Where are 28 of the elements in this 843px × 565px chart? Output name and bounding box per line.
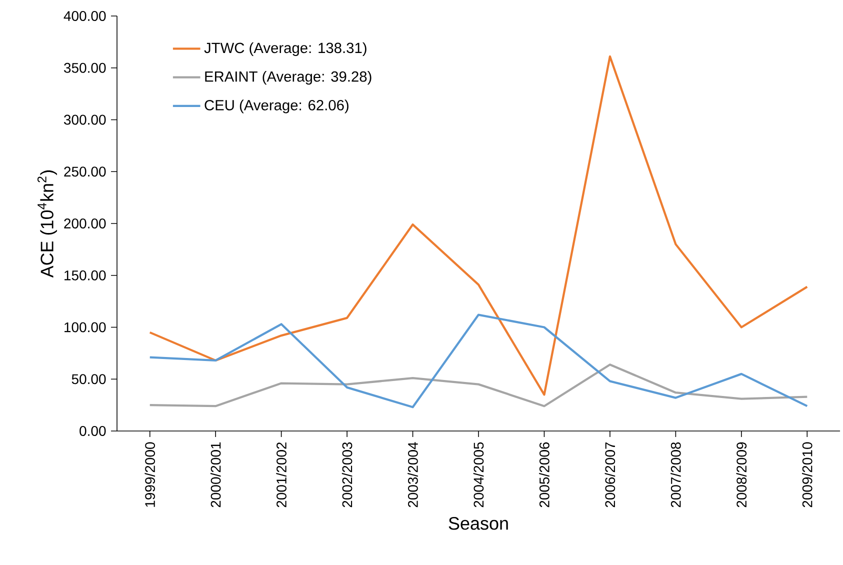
y-tick-label: 0.00	[80, 426, 106, 436]
x-tick-label: 2001/2002	[276, 442, 286, 508]
x-tick-label: 2005/2006	[539, 442, 550, 508]
y-tick-label: 350.00	[64, 62, 106, 73]
y-tick-label: 100.00	[64, 322, 106, 332]
x-tick-label: 2003/2004	[408, 442, 418, 508]
y-tick-label: 250.00	[64, 166, 106, 177]
x-tick-label: 2004/2005	[473, 442, 484, 508]
y-tick-label: 400.00	[64, 11, 106, 21]
line-series	[148, 314, 808, 408]
line-series	[148, 55, 808, 396]
x-tick-label: 2009/2010	[802, 442, 812, 508]
x-tick-label: 1999/2000	[144, 442, 156, 507]
x-tick-label: 2008/2009	[736, 442, 747, 508]
legend-label: ERAINT (Average: 39.28)	[205, 70, 372, 85]
y-tick-label: 50.00	[72, 374, 106, 384]
y-tick-label: 200.00	[64, 218, 106, 228]
x-tick-label: 2007/2008	[670, 442, 681, 508]
x-tick-label: 2002/2003	[342, 442, 352, 508]
y-tick-label: 150.00	[64, 270, 106, 280]
x-tick-label: 2006/2007	[604, 442, 616, 508]
x-tick-label: 2000/2001	[210, 442, 221, 508]
y-axis-title: ACE (10$^{4}$kn$^{2}$)	[37, 170, 57, 278]
y-tick-label: 300.00	[64, 114, 106, 125]
legend-label: JTWC (Average: 138.31)	[204, 42, 366, 56]
legend-label: CEU (Average: 62.06)	[204, 100, 348, 114]
line-series	[148, 364, 808, 408]
x-axis-title: Season	[448, 517, 508, 530]
